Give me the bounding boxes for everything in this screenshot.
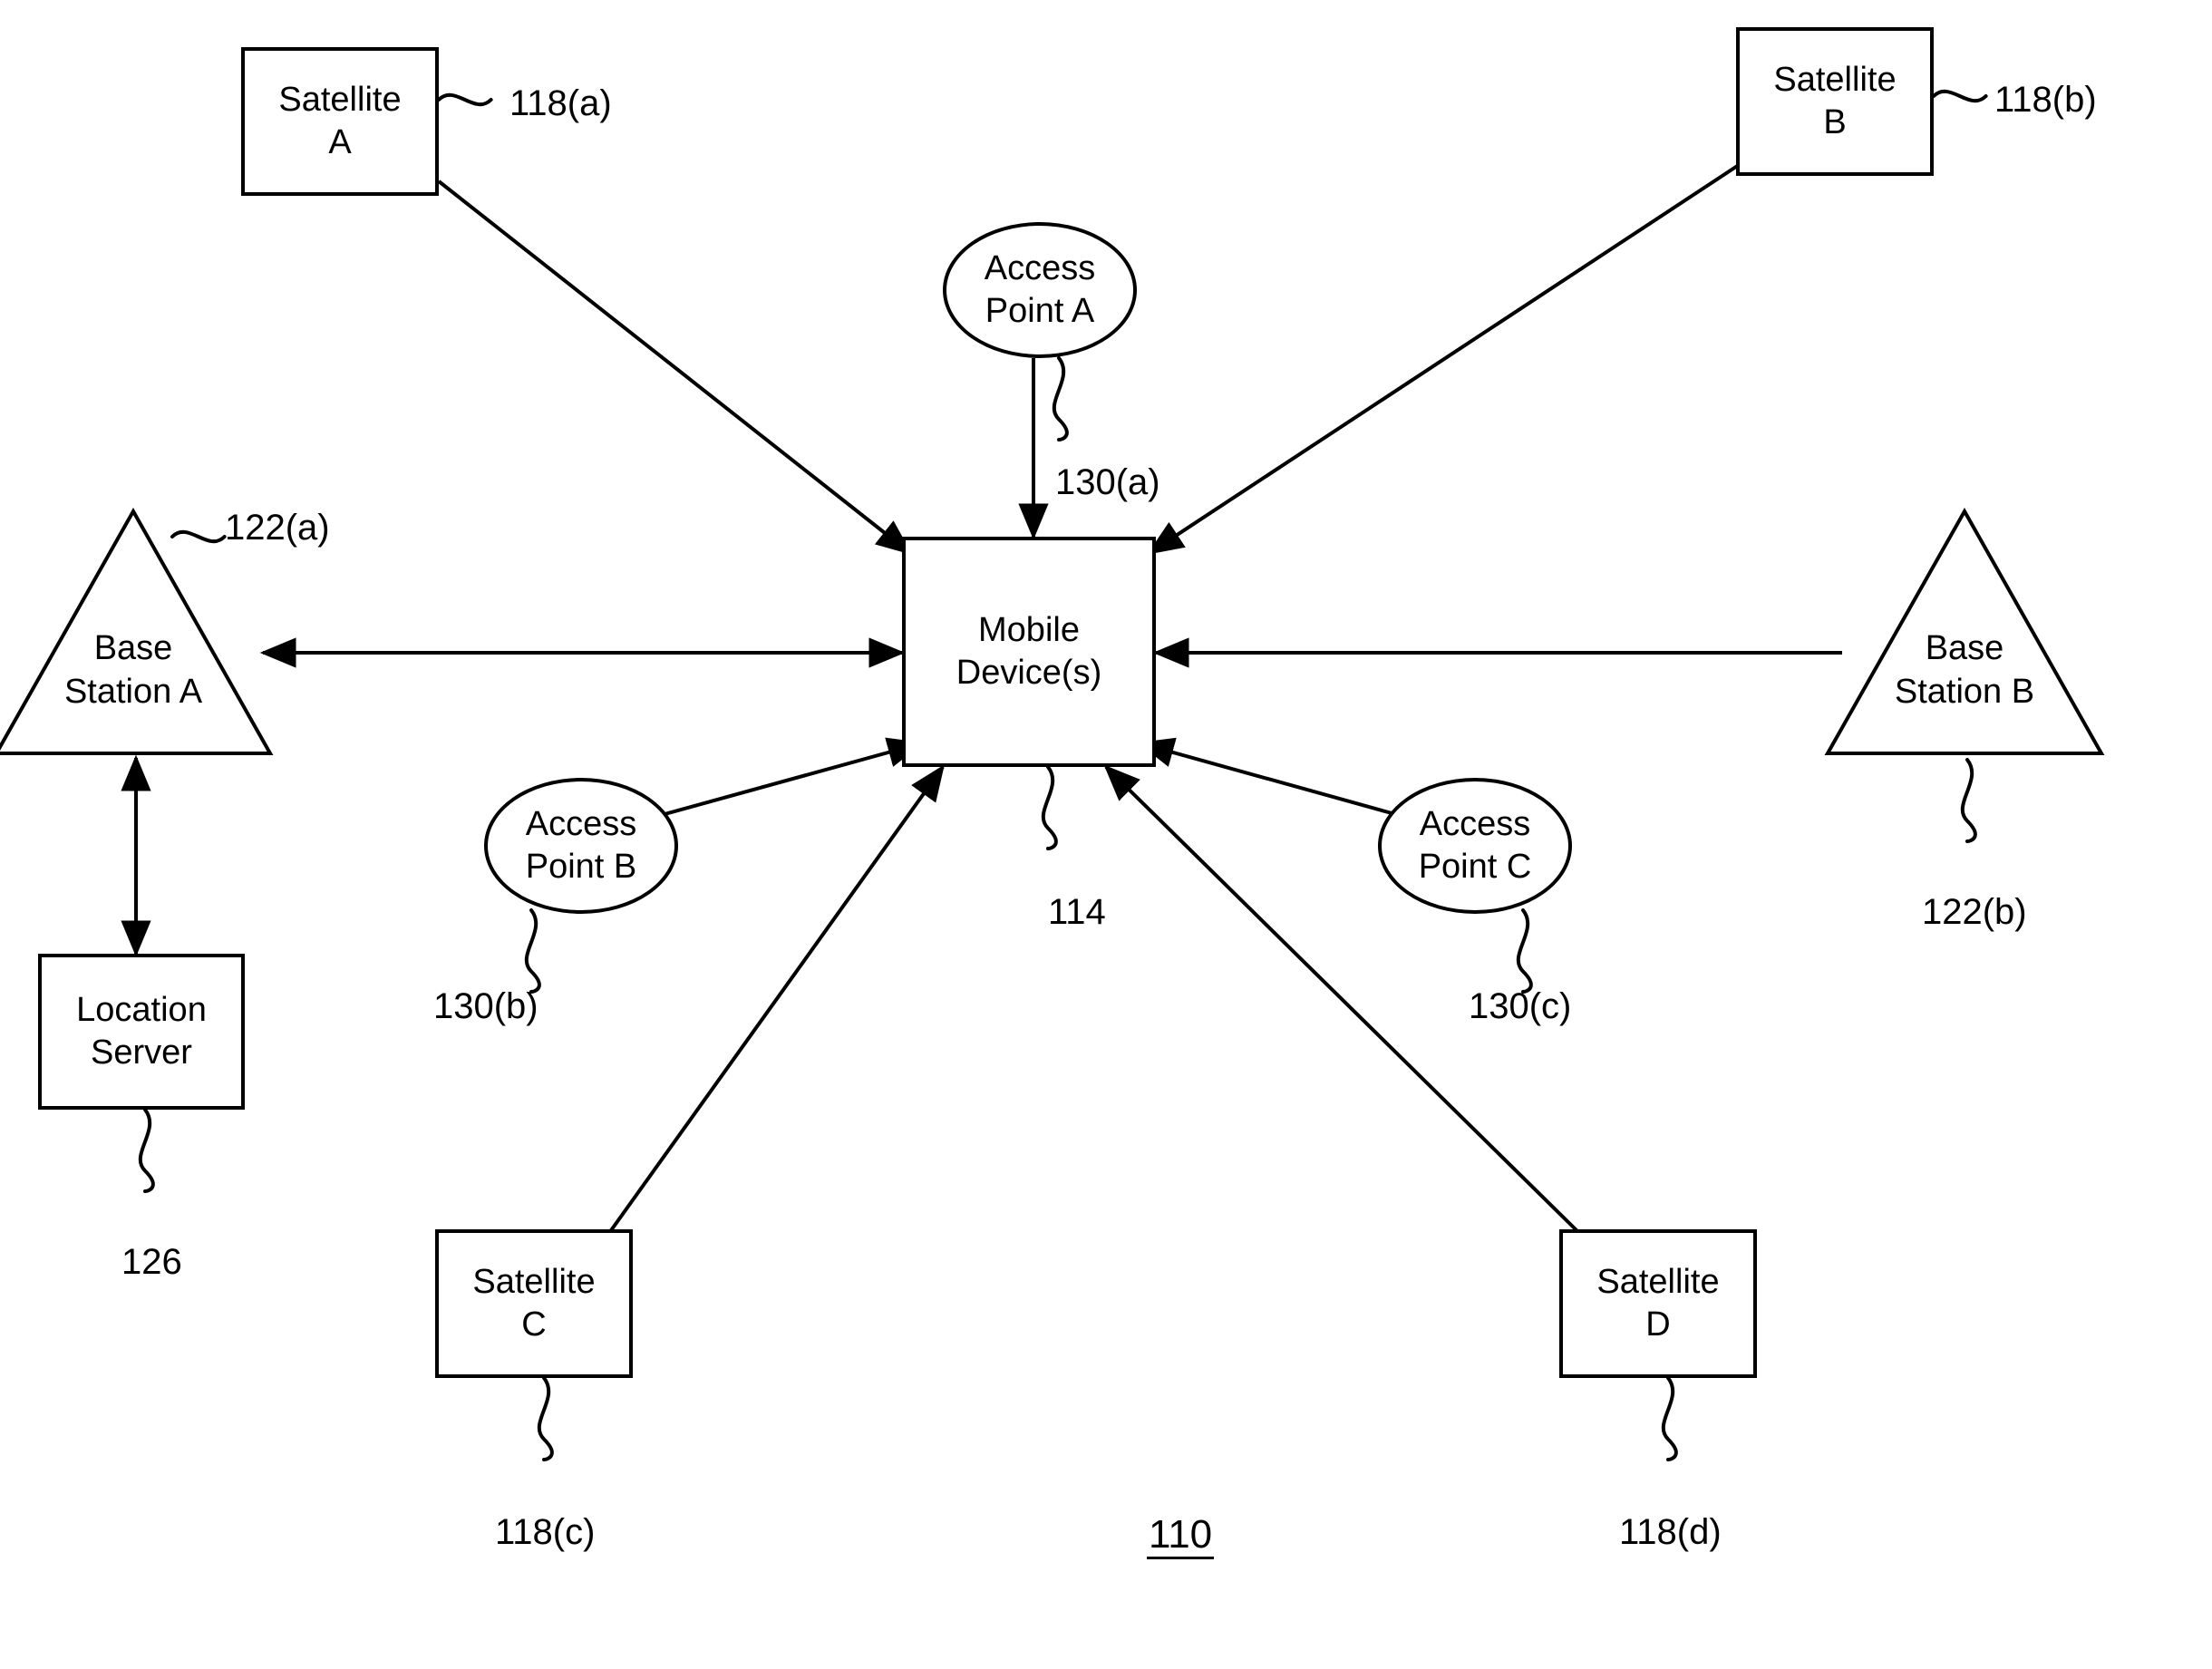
node-base-station-b: BaseStation B <box>1824 508 2105 757</box>
ref-label-122a: 122(a) <box>225 508 330 548</box>
figure-number: 110 <box>1147 1512 1214 1557</box>
node-label: AccessPoint C <box>1419 803 1532 889</box>
node-access-point-c: AccessPoint C <box>1378 778 1572 914</box>
node-label: MobileDevice(s) <box>956 609 1101 695</box>
node-access-point-a: AccessPoint A <box>943 222 1137 358</box>
node-satellite-b: SatelliteB <box>1736 27 1934 176</box>
node-label: SatelliteD <box>1596 1261 1719 1347</box>
node-satellite-a: SatelliteA <box>241 47 439 196</box>
node-label: BaseStation B <box>1824 627 2105 713</box>
ref-label-126: 126 <box>121 1242 182 1283</box>
ref-label-130b: 130(b) <box>433 986 538 1027</box>
ref-label-118b: 118(b) <box>1994 80 2097 121</box>
ref-label-118a: 118(a) <box>509 83 612 124</box>
node-satellite-d: SatelliteD <box>1559 1229 1757 1378</box>
node-label: SatelliteB <box>1773 59 1896 145</box>
node-label: SatelliteC <box>472 1261 595 1347</box>
node-mobile-device: MobileDevice(s) <box>902 537 1156 767</box>
node-label: BaseStation A <box>0 627 274 713</box>
node-location-server: LocationServer <box>38 954 245 1110</box>
ref-label-118d: 118(d) <box>1619 1512 1722 1553</box>
ref-label-130c: 130(c) <box>1469 986 1571 1027</box>
node-label: AccessPoint A <box>985 247 1095 334</box>
node-satellite-c: SatelliteC <box>435 1229 633 1378</box>
node-access-point-b: AccessPoint B <box>484 778 678 914</box>
diagram-canvas: SatelliteA SatelliteB SatelliteC Satelli… <box>0 0 2212 1669</box>
ref-label-130a: 130(a) <box>1055 462 1160 503</box>
node-label: AccessPoint B <box>526 803 637 889</box>
ref-label-118c: 118(c) <box>495 1512 595 1553</box>
node-label: LocationServer <box>76 989 207 1075</box>
ref-label-122b: 122(b) <box>1922 892 2027 933</box>
ref-label-114: 114 <box>1048 892 1106 933</box>
node-label: SatelliteA <box>278 79 401 165</box>
